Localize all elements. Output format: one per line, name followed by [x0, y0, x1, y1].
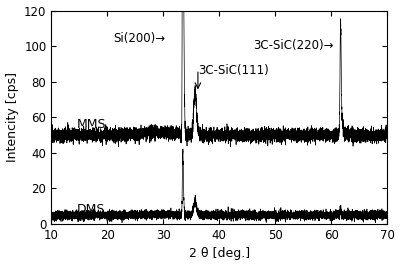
Text: 3C-SiC(220)→: 3C-SiC(220)→ — [253, 39, 333, 52]
Text: DMS: DMS — [76, 203, 105, 216]
Text: 3C-SiC(111): 3C-SiC(111) — [198, 64, 269, 77]
Text: Si(200)→: Si(200)→ — [113, 32, 165, 45]
Y-axis label: Intencity [cps]: Intencity [cps] — [6, 72, 18, 162]
Text: MMS: MMS — [76, 118, 106, 131]
X-axis label: 2 θ [deg.]: 2 θ [deg.] — [189, 247, 250, 260]
